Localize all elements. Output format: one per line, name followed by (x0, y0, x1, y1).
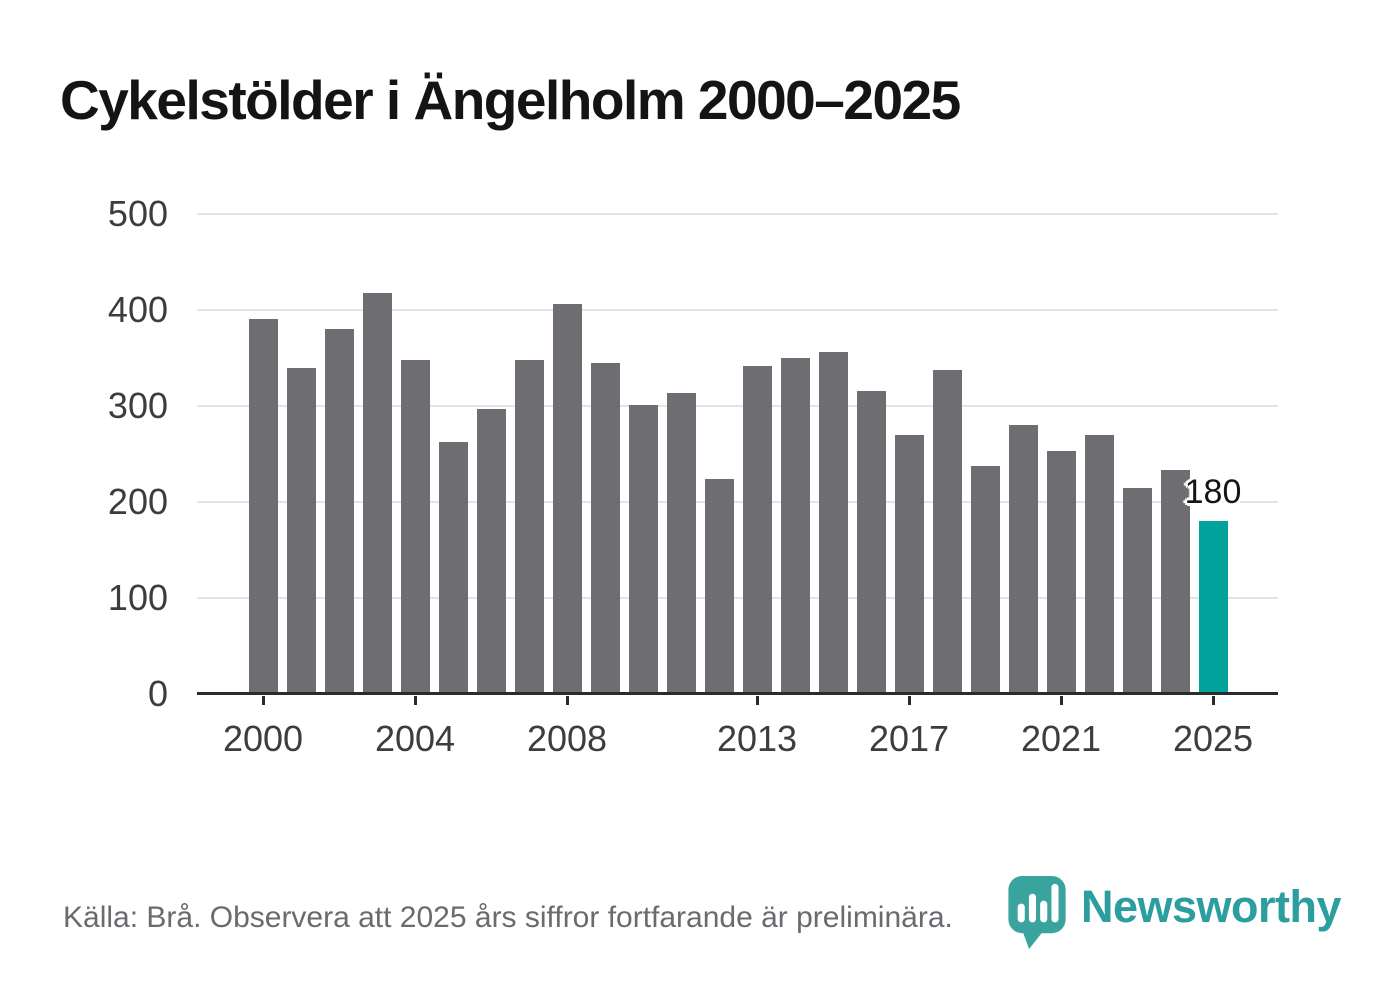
bar-2000 (248, 319, 278, 694)
y-axis-label-0: 0 (147, 673, 168, 714)
y-axis-label-400: 400 (107, 289, 168, 330)
x-axis-label-2025: 2025 (1172, 718, 1254, 759)
chart-title: Cykelstölder i Ängelholm 2000–2025 (60, 69, 961, 131)
gridline-300 (197, 405, 1278, 407)
x-axis-tick-2025 (1211, 696, 1215, 705)
y-axis-label-200: 200 (107, 481, 168, 522)
x-axis-label-2008: 2008 (526, 718, 608, 759)
x-axis-label-2017: 2017 (868, 718, 950, 759)
highlight-value-label: 180 (1184, 473, 1242, 512)
x-axis-tick-2000 (261, 696, 265, 705)
x-axis-label-2000: 2000 (222, 718, 304, 759)
bar-2018 (932, 370, 962, 694)
bar-2004 (400, 360, 430, 694)
bar-2012 (704, 479, 734, 694)
bar-2008 (552, 304, 582, 694)
bar-2020 (1008, 425, 1038, 694)
gridline-200 (197, 501, 1278, 503)
bar-2003 (362, 293, 392, 694)
bar-2019 (970, 466, 1000, 694)
bar-2022 (1084, 435, 1114, 694)
bar-2014 (780, 358, 810, 694)
newsworthy-brand: Newsworthy (1007, 875, 1342, 955)
x-axis-tick-2021 (1059, 696, 1063, 705)
x-axis-tick-2013 (755, 696, 759, 705)
gridline-500 (197, 213, 1278, 215)
gridline-400 (197, 309, 1278, 311)
bar-2021 (1046, 451, 1076, 694)
bar-2011 (666, 393, 696, 694)
y-axis-label-100: 100 (107, 577, 168, 618)
bar-2025 (1198, 521, 1228, 694)
bar-2016 (856, 391, 886, 694)
y-axis-label-500: 500 (107, 193, 168, 234)
x-axis-tick-2004 (413, 696, 417, 705)
bar-2010 (628, 405, 658, 694)
gridline-100 (197, 597, 1278, 599)
bar-2001 (286, 368, 316, 694)
newsworthy-pin-icon (1008, 875, 1066, 950)
source-note: Källa: Brå. Observera att 2025 års siffr… (63, 901, 953, 934)
bar-2023 (1122, 488, 1152, 694)
bar-2002 (324, 329, 354, 694)
bar-2009 (590, 363, 620, 694)
y-axis-label-300: 300 (107, 385, 168, 426)
bar-2015 (818, 352, 848, 694)
bar-2005 (438, 442, 468, 694)
bar-2017 (894, 435, 924, 694)
x-axis-tick-2008 (565, 696, 569, 705)
x-axis-label-2013: 2013 (716, 718, 798, 759)
x-axis-label-2004: 2004 (374, 718, 456, 759)
bar-2013 (742, 366, 772, 694)
plot-area (197, 213, 1278, 695)
x-axis-tick-2017 (907, 696, 911, 705)
bar-2007 (514, 360, 544, 694)
brand-wordmark: Newsworthy (1081, 881, 1342, 932)
bar-2006 (476, 409, 506, 694)
x-axis-line (197, 692, 1278, 695)
x-axis-label-2021: 2021 (1020, 718, 1102, 759)
bar-2024 (1160, 470, 1190, 694)
